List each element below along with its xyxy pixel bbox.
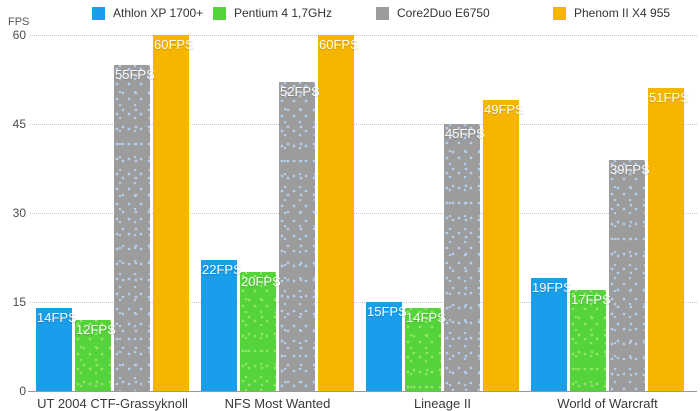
gridline-45 xyxy=(30,124,697,125)
gridline-15 xyxy=(30,302,697,303)
x-category-label-4: World of Warcraft xyxy=(557,396,658,411)
legend-swatch-icon xyxy=(376,6,389,20)
x-axis-line xyxy=(28,391,697,392)
bar-value-label: 17FPS xyxy=(571,292,611,307)
bar-athlon-xp-1700--2: 22FPS xyxy=(201,260,242,391)
x-category-label-3: Lineage II xyxy=(413,396,472,411)
bar-phenom-ii-x4-955-4: 51FPS xyxy=(648,88,689,391)
x-category-label-1: UT 2004 CTF-Grassyknoll xyxy=(37,396,188,411)
plot-area: 14FPS 12FPS 55FPS 60FPS 22FPS 20FPS 52FPS 60FPS… xyxy=(28,35,697,392)
legend-item-2: Pentium 4 1,7GHz xyxy=(213,6,332,20)
legend-swatch-icon xyxy=(553,6,566,20)
legend-label: Phenom II X4 955 xyxy=(574,6,671,20)
bar-value-label: 22FPS xyxy=(202,262,242,277)
bar-value-label: 60FPS xyxy=(319,37,359,52)
bar-athlon-xp-1700--3: 15FPS xyxy=(366,302,407,391)
legend-label: Athlon XP 1700+ xyxy=(113,6,204,20)
legend-label: Pentium 4 1,7GHz xyxy=(234,6,333,20)
bar-value-label: 19FPS xyxy=(532,280,572,295)
bar-core2duo-e6750-4: 39FPS xyxy=(609,160,650,391)
legend-item-4: Phenom II X4 955 xyxy=(553,6,670,20)
bar-value-label: 12FPS xyxy=(76,322,116,337)
legend: Athlon XP 1700+ Pentium 4 1,7GHz Core2Duo … xyxy=(0,6,700,22)
bar-core2duo-e6750-1: 55FPS xyxy=(114,65,155,391)
bar-value-label: 60FPS xyxy=(154,37,194,52)
bar-value-label: 45FPS xyxy=(445,126,485,141)
y-axis-title: FPS xyxy=(8,16,30,28)
bar-pentium-4-1-7ghz-3: 14FPS xyxy=(405,308,446,391)
bar-phenom-ii-x4-955-1: 60FPS xyxy=(153,35,194,391)
bar-value-label: 55FPS xyxy=(115,67,155,82)
bar-pentium-4-1-7ghz-4: 17FPS xyxy=(570,290,611,391)
legend-swatch-icon xyxy=(92,6,105,20)
legend-label: Core2Duo E6750 xyxy=(397,6,490,20)
x-category-label-2: NFS Most Wanted xyxy=(224,396,331,411)
bar-pentium-4-1-7ghz-1: 12FPS xyxy=(75,320,116,391)
gridline-30 xyxy=(30,213,697,214)
y-tick-label-45: 45 xyxy=(12,117,26,131)
y-tick-label-60: 60 xyxy=(12,28,26,42)
bar-athlon-xp-1700--4: 19FPS xyxy=(531,278,572,391)
bar-value-label: 39FPS xyxy=(610,162,650,177)
bar-value-label: 15FPS xyxy=(367,304,407,319)
bar-core2duo-e6750-3: 45FPS xyxy=(444,124,485,391)
legend-item-3: Core2Duo E6750 xyxy=(376,6,490,20)
gridline-60 xyxy=(30,35,697,36)
y-tick-label-30: 30 xyxy=(12,206,26,220)
bar-value-label: 20FPS xyxy=(241,274,281,289)
bar-value-label: 49FPS xyxy=(484,102,524,117)
bar-phenom-ii-x4-955-3: 49FPS xyxy=(483,100,524,391)
bar-value-label: 14FPS xyxy=(37,310,77,325)
legend-swatch-icon xyxy=(213,6,226,20)
bar-athlon-xp-1700--1: 14FPS xyxy=(36,308,77,391)
bar-pentium-4-1-7ghz-2: 20FPS xyxy=(240,272,281,391)
legend-item-1: Athlon XP 1700+ xyxy=(92,6,203,20)
bar-value-label: 14FPS xyxy=(406,310,446,325)
y-tick-label-15: 15 xyxy=(12,295,26,309)
bar-value-label: 51FPS xyxy=(649,90,689,105)
y-tick-label-0: 0 xyxy=(19,384,26,398)
bar-phenom-ii-x4-955-2: 60FPS xyxy=(318,35,359,391)
bar-value-label: 52FPS xyxy=(280,84,320,99)
bar-core2duo-e6750-2: 52FPS xyxy=(279,82,320,391)
